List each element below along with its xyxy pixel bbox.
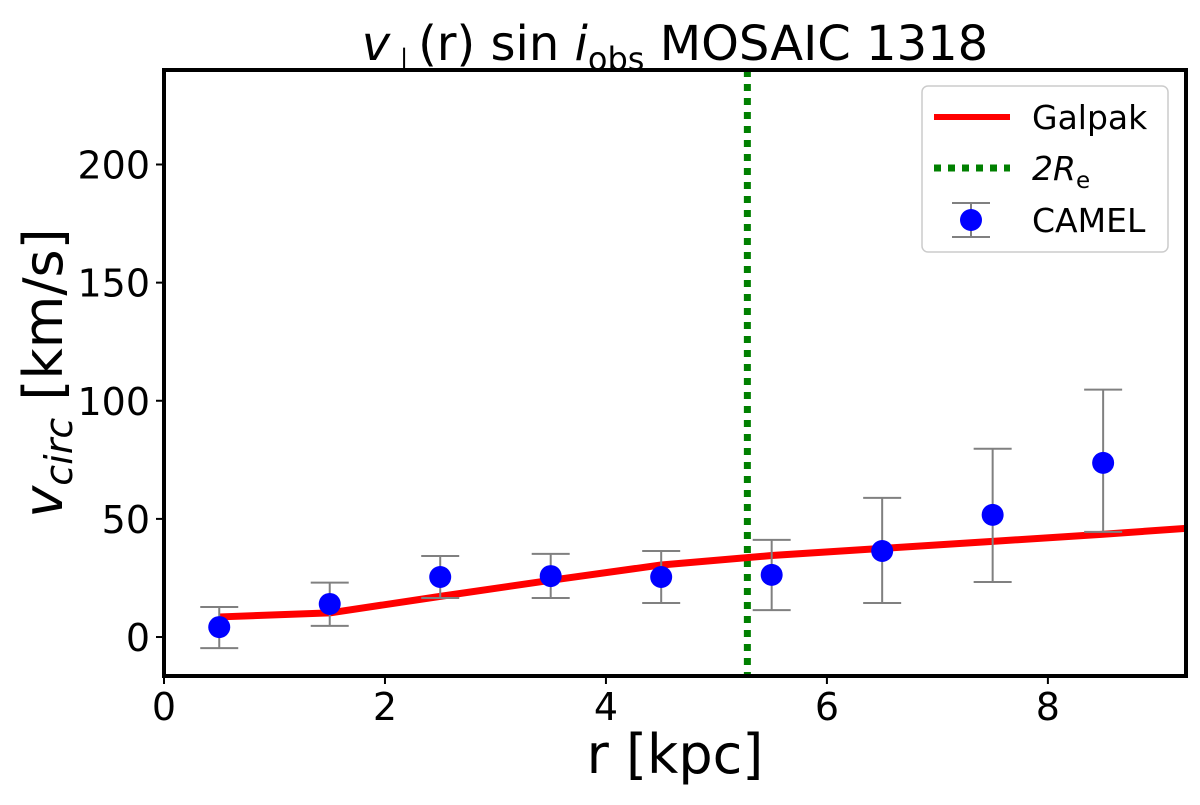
x-tick-label: 2 bbox=[373, 685, 397, 729]
legend-galpak-label: Galpak bbox=[1032, 98, 1148, 137]
y-tick-label: 150 bbox=[77, 262, 150, 306]
camel-point bbox=[760, 563, 783, 586]
x-tick-label: 8 bbox=[1036, 685, 1060, 729]
x-tick-label: 0 bbox=[152, 685, 176, 729]
series-galpak-line bbox=[219, 524, 1186, 621]
x-tick-label: 4 bbox=[594, 685, 618, 729]
legend-box bbox=[921, 85, 1169, 253]
camel-point bbox=[318, 592, 341, 615]
camel-point bbox=[539, 565, 562, 588]
ticks: 0 2 4 6 8 0 50 100 150 200 bbox=[77, 144, 1060, 729]
legend-2re-label: 2Re bbox=[1032, 149, 1090, 194]
legend-camel-marker bbox=[960, 209, 982, 231]
x-axis-label: r [kpc] bbox=[587, 723, 764, 786]
camel-point bbox=[981, 503, 1004, 526]
y-tick-label: 0 bbox=[126, 616, 150, 660]
x-tick-label: 6 bbox=[815, 685, 839, 729]
y-tick-label: 50 bbox=[102, 498, 150, 542]
camel-point bbox=[650, 566, 673, 589]
plot-area bbox=[200, 70, 1186, 676]
y-tick-label: 200 bbox=[77, 144, 150, 188]
y-axis-label: vcirc [km/s] bbox=[12, 228, 81, 517]
legend: Galpak 2Re CAMEL bbox=[921, 85, 1169, 253]
axes-frame bbox=[162, 68, 1188, 678]
legend-camel-label: CAMEL bbox=[1032, 201, 1146, 240]
y-tick-label: 100 bbox=[77, 380, 150, 424]
camel-point bbox=[429, 566, 452, 589]
camel-point bbox=[1092, 451, 1115, 474]
camel-point bbox=[871, 540, 894, 563]
camel-point bbox=[208, 616, 231, 639]
chart-title: v⊥(r) sin iobs MOSAIC 1318 bbox=[362, 16, 988, 78]
